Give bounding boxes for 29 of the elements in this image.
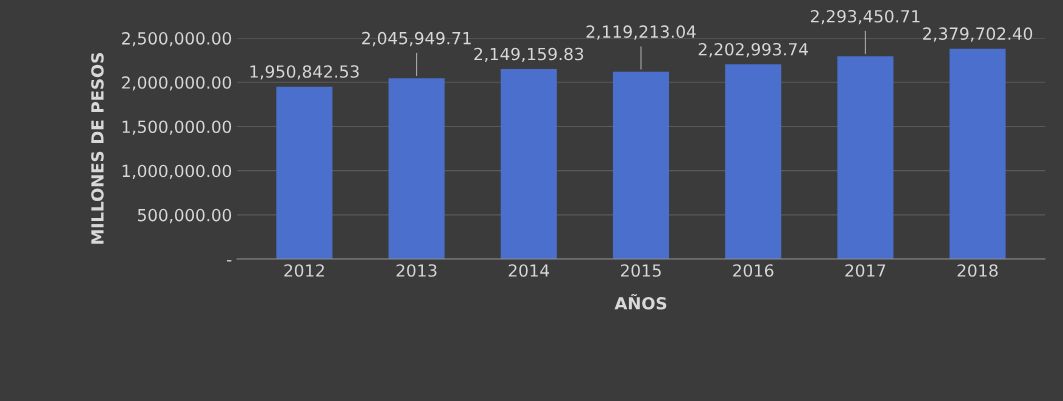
data-label: 1,950,842.53: [250, 65, 359, 80]
data-label: 2,119,213.04: [586, 25, 696, 40]
bar: [949, 48, 1006, 260]
y-tick-label: 1,500,000.00: [122, 120, 232, 135]
bar: [276, 86, 333, 260]
y-tick-label: -: [226, 260, 232, 262]
y-tick-label: 2,000,000.00: [122, 76, 232, 91]
y-tick-label: 500,000.00: [138, 208, 232, 224]
x-tick-label: 2018: [957, 264, 998, 277]
bar: [725, 64, 782, 260]
x-tick-label: 2012: [284, 264, 324, 277]
y-axis-title: MILLONES DE PESOS: [91, 53, 104, 244]
x-axis-title: AÑOS: [614, 293, 667, 310]
y-tick-label: 2,500,000.00: [122, 32, 232, 47]
x-tick-label: 2013: [396, 264, 437, 277]
data-label: 2,045,949.71: [362, 31, 471, 47]
data-label: 2,379,702.40: [923, 27, 1033, 42]
data-label: 2,149,159.83: [474, 47, 584, 63]
bar: [612, 71, 670, 260]
y-tick-label: 1,000,000.00: [122, 164, 232, 179]
bar: [837, 56, 894, 260]
bar: [500, 69, 557, 260]
x-tick-label: 2014: [508, 264, 550, 277]
x-tick-label: 2016: [733, 264, 774, 277]
bar: [388, 78, 445, 260]
data-label: 2,293,450.71: [810, 9, 920, 25]
x-tick-label: 2017: [845, 264, 886, 277]
data-label: 2,202,993.74: [698, 42, 808, 58]
x-tick-label: 2015: [621, 264, 661, 277]
